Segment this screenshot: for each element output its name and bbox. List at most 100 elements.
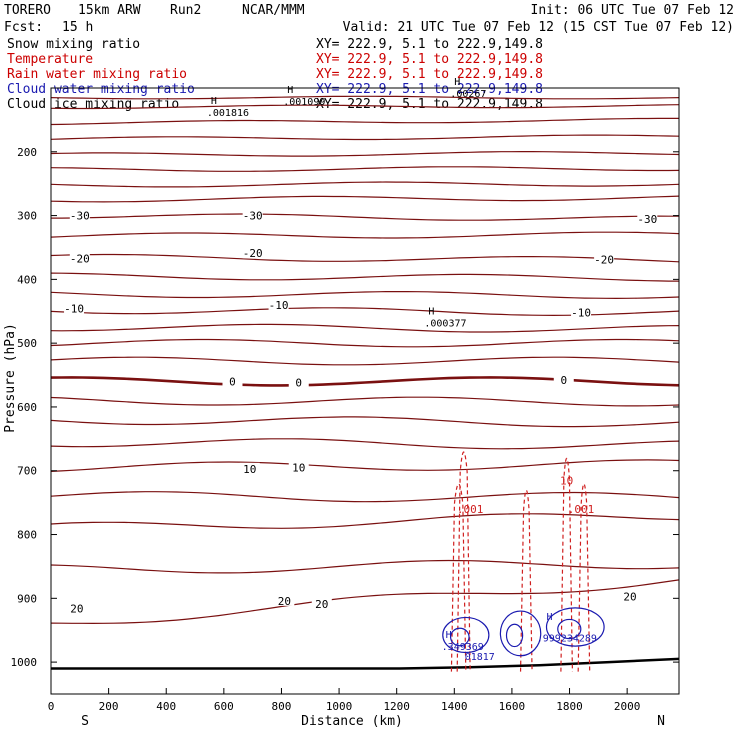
isotherm-line bbox=[51, 151, 679, 157]
y-tick-label: 600 bbox=[17, 401, 37, 414]
isotherm-label: 0 bbox=[229, 375, 236, 388]
isotherm-line bbox=[51, 95, 679, 100]
isotherm-line bbox=[51, 376, 679, 387]
isotherm-line bbox=[51, 166, 679, 172]
y-tick-label: 700 bbox=[17, 465, 37, 478]
y-tick-label: 800 bbox=[17, 529, 37, 542]
max-marker-symbol: H bbox=[454, 77, 460, 88]
isotherm-label: -30 bbox=[637, 213, 657, 226]
isotherm-label-bg bbox=[242, 209, 263, 221]
isotherm-line bbox=[51, 213, 679, 221]
ground-surface-line bbox=[51, 657, 679, 670]
max-marker-symbol: H bbox=[211, 96, 217, 107]
isotherm-label: -10 bbox=[571, 307, 591, 320]
max-marker-symbol: H bbox=[428, 306, 434, 317]
cloud-water-contour bbox=[499, 610, 542, 657]
init-time: Init: 06 UTC Tue 07 Feb 12 bbox=[531, 3, 735, 18]
isotherm-line bbox=[51, 231, 679, 239]
rain-water-contour bbox=[560, 457, 574, 672]
isotherm-line bbox=[51, 181, 679, 188]
isotherm-label: 20 bbox=[70, 603, 83, 616]
isotherm-line bbox=[51, 459, 679, 472]
model-resolution: 15km ARW bbox=[78, 3, 141, 18]
y-tick-label: 1000 bbox=[11, 656, 38, 669]
plot-inner bbox=[51, 95, 679, 672]
legend-field-name: Cloud water mixing ratio bbox=[7, 82, 195, 97]
isotherm-label-bg bbox=[571, 306, 592, 318]
x-tick-label: 2000 bbox=[614, 700, 641, 713]
isotherm-label-bg bbox=[242, 247, 263, 259]
isotherm-line bbox=[51, 291, 679, 300]
isotherm-label: -30 bbox=[243, 210, 263, 223]
max-marker-symbol: H bbox=[546, 612, 552, 623]
x-tick-label: 1800 bbox=[556, 700, 583, 713]
isotherm-line bbox=[51, 323, 679, 333]
isotherm-line bbox=[51, 134, 679, 141]
y-tick-label: 200 bbox=[17, 146, 37, 159]
field-legend: Snow mixing ratio XY= 222.9, 5.1 to 222.9… bbox=[7, 37, 543, 112]
x-axis-south-label: S bbox=[81, 714, 89, 729]
isotherm-label-bg bbox=[268, 298, 289, 310]
max-marker-value: .001816 bbox=[207, 108, 249, 119]
max-marker-value: .00267 bbox=[450, 89, 486, 100]
isotherm-line bbox=[51, 416, 679, 428]
max-marker-symbol: H bbox=[446, 630, 452, 641]
legend-field-name: Temperature bbox=[7, 52, 93, 67]
forecast-label: Fcst: bbox=[4, 20, 43, 35]
valid-time: Valid: 21 UTC Tue 07 Feb 12 (15 CST Tue … bbox=[343, 20, 734, 35]
isotherm-label: -30 bbox=[70, 210, 90, 223]
isotherm-label-bg bbox=[311, 598, 332, 610]
x-tick-label: 1200 bbox=[383, 700, 410, 713]
x-tick-label: 400 bbox=[156, 700, 176, 713]
x-tick-label: 1600 bbox=[499, 700, 526, 713]
max-marker-value: .349369 bbox=[442, 642, 484, 653]
isotherm-label: 0 bbox=[295, 377, 302, 390]
legend-field-xy: XY= 222.9, 5.1 to 222.9,149.8 bbox=[316, 82, 543, 97]
isotherm-label-bg bbox=[553, 374, 574, 386]
isotherm-line bbox=[51, 356, 679, 366]
isotherm-label: -10 bbox=[64, 303, 84, 316]
x-tick-label: 0 bbox=[48, 700, 55, 713]
y-tick-label: 500 bbox=[17, 337, 37, 350]
max-marker-value: 01817 bbox=[465, 652, 495, 663]
isotherm-line bbox=[51, 491, 679, 503]
forecast-hour: 15 h bbox=[62, 20, 93, 35]
isotherm-label: -20 bbox=[70, 252, 90, 265]
legend-field-xy: XY= 222.9, 5.1 to 222.9,149.8 bbox=[316, 67, 543, 82]
isotherm-label: 10 bbox=[243, 463, 256, 476]
rain-water-contour bbox=[456, 451, 471, 672]
isotherm-label-bg bbox=[288, 461, 309, 473]
run-label: Run2 bbox=[170, 3, 201, 18]
isotherm-label-bg bbox=[288, 376, 309, 388]
y-tick-label: 400 bbox=[17, 273, 37, 286]
isotherm-line bbox=[51, 104, 679, 110]
rain-contour-label: .001 bbox=[457, 503, 484, 516]
legend-field-name: Rain water mixing ratio bbox=[7, 67, 187, 82]
max-marker-value: .000377 bbox=[424, 318, 466, 329]
plot-area: -30 -30 -30 -20 -20 -20 -10 -10 -10 0 0 0 10 10 20 20 20… bbox=[11, 77, 680, 713]
x-axis-title: Distance (km) bbox=[301, 714, 403, 729]
isotherm-label-bg bbox=[239, 462, 260, 474]
isotherm-label-bg bbox=[620, 590, 641, 602]
isotherm-label-bg bbox=[69, 252, 90, 264]
cloud-water-contour bbox=[442, 616, 490, 654]
isotherm-label: 0 bbox=[560, 374, 567, 387]
isotherm-label: 20 bbox=[315, 598, 328, 611]
isotherm-label-bg bbox=[64, 302, 85, 314]
legend-field-xy: XY= 222.9, 5.1 to 222.9,149.8 bbox=[316, 52, 543, 67]
isotherm-label: -20 bbox=[243, 247, 263, 260]
isotherm-line bbox=[51, 579, 679, 625]
model-title: TORERO bbox=[4, 3, 51, 18]
cloud-water-contour bbox=[545, 607, 605, 647]
cloud-water-contour-inner bbox=[450, 627, 470, 647]
cloud-water-contour-inner bbox=[557, 618, 582, 640]
isotherm-line bbox=[51, 396, 679, 407]
isotherm-label-bg bbox=[66, 602, 87, 614]
isotherm-label-bg bbox=[69, 209, 90, 221]
isotherm-label-bg bbox=[222, 375, 243, 387]
max-marker-value: .001099 bbox=[283, 97, 325, 108]
isotherm-label: 10 bbox=[292, 462, 305, 475]
x-axis-north-label: N bbox=[657, 714, 665, 729]
isotherm-label: -10 bbox=[269, 299, 289, 312]
isotherm-label-bg bbox=[594, 253, 615, 265]
